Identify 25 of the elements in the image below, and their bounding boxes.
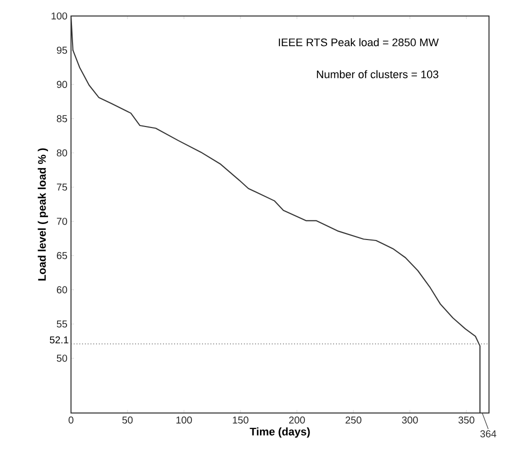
- x-tick-label: 250: [346, 416, 362, 424]
- y-tick-label: 55: [56, 320, 68, 328]
- x-tick-label: 50: [122, 416, 133, 424]
- annotation: Number of clusters = 103: [316, 70, 438, 78]
- annotation: IEEE RTS Peak load = 2850 MW: [278, 38, 439, 46]
- y-tick-label: 70: [56, 218, 68, 225]
- ref-line-label: 52.1: [50, 336, 68, 344]
- y-tick-label: 90: [56, 80, 68, 88]
- x-tick-label: 350: [458, 416, 474, 424]
- y-tick-label: 80: [56, 149, 68, 156]
- y-tick-label: 50: [56, 354, 68, 362]
- x-tick-label: 0: [68, 416, 74, 424]
- x-axis-title: Time (days): [250, 427, 310, 438]
- x-tick-label: 200: [289, 416, 305, 424]
- y-axis-title: Load level ( peak load % ): [38, 148, 48, 280]
- y-tick-label: 100: [52, 12, 68, 20]
- y-tick-label: 85: [56, 115, 68, 122]
- y-tick-label: 95: [56, 46, 68, 54]
- y-tick-label: 75: [56, 184, 68, 191]
- y-tick-label: 60: [56, 286, 68, 294]
- x-tick-label: 100: [176, 416, 192, 424]
- annotation: 364: [480, 430, 496, 438]
- x-tick-label: 150: [232, 416, 248, 424]
- y-tick-label: 65: [56, 252, 68, 260]
- x-tick-label: 300: [402, 416, 418, 424]
